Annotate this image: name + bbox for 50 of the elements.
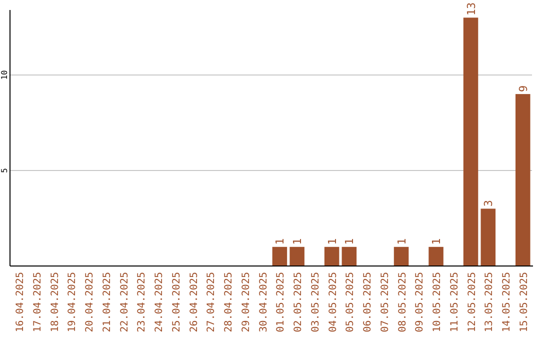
x-tick-label: 02.05.2025 <box>293 272 304 332</box>
x-tick-label: 01.05.2025 <box>276 272 287 332</box>
x-tick-label: 14.05.2025 <box>502 272 513 332</box>
x-tick-label: 28.04.2025 <box>224 272 235 332</box>
x-tick-label: 06.05.2025 <box>362 272 374 332</box>
x-tick-label: 27.04.2025 <box>206 272 218 332</box>
data-label: 1 <box>326 238 339 245</box>
x-tick-label: 15.05.2025 <box>518 272 530 332</box>
x-tick-label: 07.05.2025 <box>380 272 391 332</box>
x-tick-label: 18.04.2025 <box>50 272 61 332</box>
x-tick-label: 26.04.2025 <box>188 272 200 332</box>
x-tick-label: 19.04.2025 <box>67 272 78 332</box>
y-tick-label: 5 <box>0 168 9 173</box>
x-tick-label: 05.05.2025 <box>345 272 356 332</box>
y-tick-label: 10 <box>0 70 9 80</box>
x-tick-label: 13.05.2025 <box>484 272 496 332</box>
data-label: 1 <box>395 238 408 245</box>
data-label: 1 <box>430 238 444 245</box>
bar <box>515 94 530 266</box>
x-tick-label: 17.04.2025 <box>32 272 44 332</box>
data-label: 1 <box>274 238 287 245</box>
x-tick-label: 21.04.2025 <box>102 272 113 332</box>
x-tick-label: 03.05.2025 <box>310 272 322 332</box>
x-tick-label: 09.05.2025 <box>414 272 426 332</box>
x-tick-label: 08.05.2025 <box>397 272 408 332</box>
bar <box>394 246 409 266</box>
x-tick-label: 29.04.2025 <box>240 272 252 332</box>
x-tick-label: 11.05.2025 <box>449 272 460 332</box>
x-tick-label: 30.04.2025 <box>258 272 270 332</box>
bar <box>463 18 478 266</box>
x-tick-label: 24.04.2025 <box>154 272 166 332</box>
x-tick-label: 12.05.2025 <box>466 272 478 332</box>
bar <box>428 246 444 266</box>
x-tick-label: 10.05.2025 <box>432 272 444 332</box>
x-tick-label: 22.04.2025 <box>119 272 130 332</box>
data-label: 1 <box>291 238 304 245</box>
data-label: 1 <box>343 238 356 245</box>
x-tick-label: 04.05.2025 <box>328 272 339 332</box>
bar <box>290 246 304 266</box>
bar <box>342 246 357 266</box>
x-tick-label: 23.04.2025 <box>136 272 148 332</box>
x-tick-label: 25.04.2025 <box>171 272 182 332</box>
data-label: 13 <box>464 2 478 16</box>
bar <box>480 208 496 266</box>
x-tick-label: 20.04.2025 <box>84 272 96 332</box>
bar <box>272 246 288 266</box>
bar <box>324 246 340 266</box>
data-label: 9 <box>516 85 530 92</box>
data-label: 3 <box>482 200 496 207</box>
x-tick-label: 16.04.2025 <box>15 272 26 332</box>
